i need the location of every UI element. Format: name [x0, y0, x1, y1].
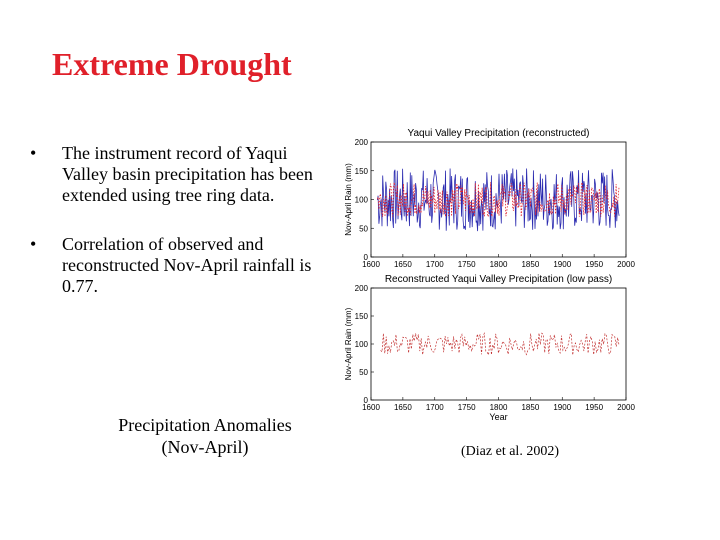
y-tick-label: 100	[355, 340, 369, 349]
y-axis-label: Nov-April Rain (mm)	[344, 163, 353, 236]
bullet-text: The instrument record of Yaqui Valley ba…	[62, 143, 313, 205]
x-tick-label: 1700	[426, 260, 444, 269]
chart-figure: Yaqui Valley Precipitation (reconstructe…	[340, 120, 640, 422]
y-tick-label: 0	[364, 396, 369, 405]
bullet-text: Correlation of observed and reconstructe…	[62, 234, 312, 296]
x-tick-label: 1950	[585, 260, 603, 269]
bullet-dot-icon: •	[30, 143, 37, 163]
y-tick-label: 50	[359, 368, 368, 377]
bullet-item: • Correlation of observed and reconstruc…	[30, 234, 330, 297]
chart-title: Yaqui Valley Precipitation (reconstructe…	[408, 128, 590, 139]
citation-caption: (Diaz et al. 2002)	[461, 444, 559, 459]
bullet-list: • The instrument record of Yaqui Valley …	[30, 143, 330, 325]
x-tick-label: 1800	[490, 260, 508, 269]
x-tick-label: 1950	[585, 403, 603, 412]
y-axis-label: Nov-April Rain (mm)	[344, 307, 353, 380]
x-tick-label: 1900	[553, 403, 571, 412]
y-tick-label: 200	[355, 284, 369, 293]
bullet-item: • The instrument record of Yaqui Valley …	[30, 143, 330, 206]
x-tick-label: 2000	[617, 260, 635, 269]
y-tick-label: 100	[355, 196, 369, 205]
series-line	[377, 168, 620, 232]
y-tick-label: 0	[364, 253, 369, 262]
x-tick-label: 1850	[521, 260, 539, 269]
x-tick-label: 1800	[490, 403, 508, 412]
y-tick-label: 150	[355, 167, 369, 176]
series-line	[380, 332, 620, 357]
bullet-dot-icon: •	[30, 234, 37, 254]
x-tick-label: 1650	[394, 403, 412, 412]
x-axis-label: Year	[489, 412, 507, 420]
charts-svg: Yaqui Valley Precipitation (reconstructe…	[344, 128, 635, 422]
x-tick-label: 1650	[394, 260, 412, 269]
x-tick-label: 1600	[362, 260, 380, 269]
x-tick-label: 2000	[617, 403, 635, 412]
x-tick-label: 1600	[362, 403, 380, 412]
x-tick-label: 1900	[553, 260, 571, 269]
x-tick-label: 1750	[458, 403, 476, 412]
x-tick-label: 1700	[426, 403, 444, 412]
chart-title: Reconstructed Yaqui Valley Precipitation…	[385, 274, 612, 285]
y-tick-label: 50	[359, 224, 368, 233]
precipitation-anomalies-caption: Precipitation Anomalies (Nov-April)	[118, 415, 292, 457]
x-tick-label: 1750	[458, 260, 476, 269]
y-tick-label: 150	[355, 312, 369, 321]
x-tick-label: 1850	[521, 403, 539, 412]
slide-title: Extreme Drought	[52, 46, 292, 82]
y-tick-label: 200	[355, 138, 369, 147]
